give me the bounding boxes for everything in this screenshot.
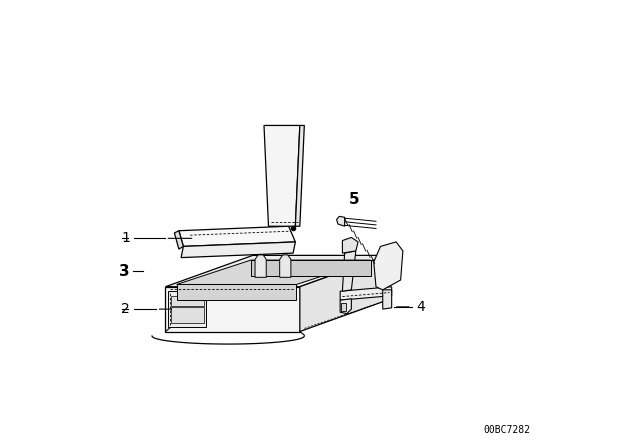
Text: 00BC7282: 00BC7282	[484, 425, 531, 435]
Polygon shape	[165, 287, 300, 332]
Polygon shape	[179, 226, 296, 246]
Text: 3: 3	[120, 263, 130, 279]
Polygon shape	[264, 125, 300, 226]
Polygon shape	[374, 242, 403, 290]
Text: 4: 4	[417, 300, 425, 314]
Polygon shape	[174, 231, 184, 249]
Polygon shape	[168, 291, 206, 327]
Polygon shape	[342, 237, 358, 253]
Text: 1: 1	[121, 231, 130, 246]
Polygon shape	[171, 307, 204, 323]
Polygon shape	[255, 255, 266, 277]
Polygon shape	[296, 125, 305, 226]
Polygon shape	[181, 242, 296, 258]
Polygon shape	[165, 255, 387, 287]
Polygon shape	[383, 290, 392, 309]
Polygon shape	[177, 260, 371, 284]
Polygon shape	[340, 299, 351, 314]
Polygon shape	[337, 216, 345, 226]
Polygon shape	[300, 255, 387, 332]
Polygon shape	[341, 303, 346, 311]
Polygon shape	[280, 255, 291, 277]
Polygon shape	[340, 287, 392, 300]
Polygon shape	[251, 260, 371, 276]
Polygon shape	[177, 284, 296, 300]
Polygon shape	[342, 251, 356, 291]
Text: 2: 2	[122, 302, 130, 316]
Polygon shape	[171, 296, 204, 306]
Text: 5: 5	[349, 192, 360, 207]
